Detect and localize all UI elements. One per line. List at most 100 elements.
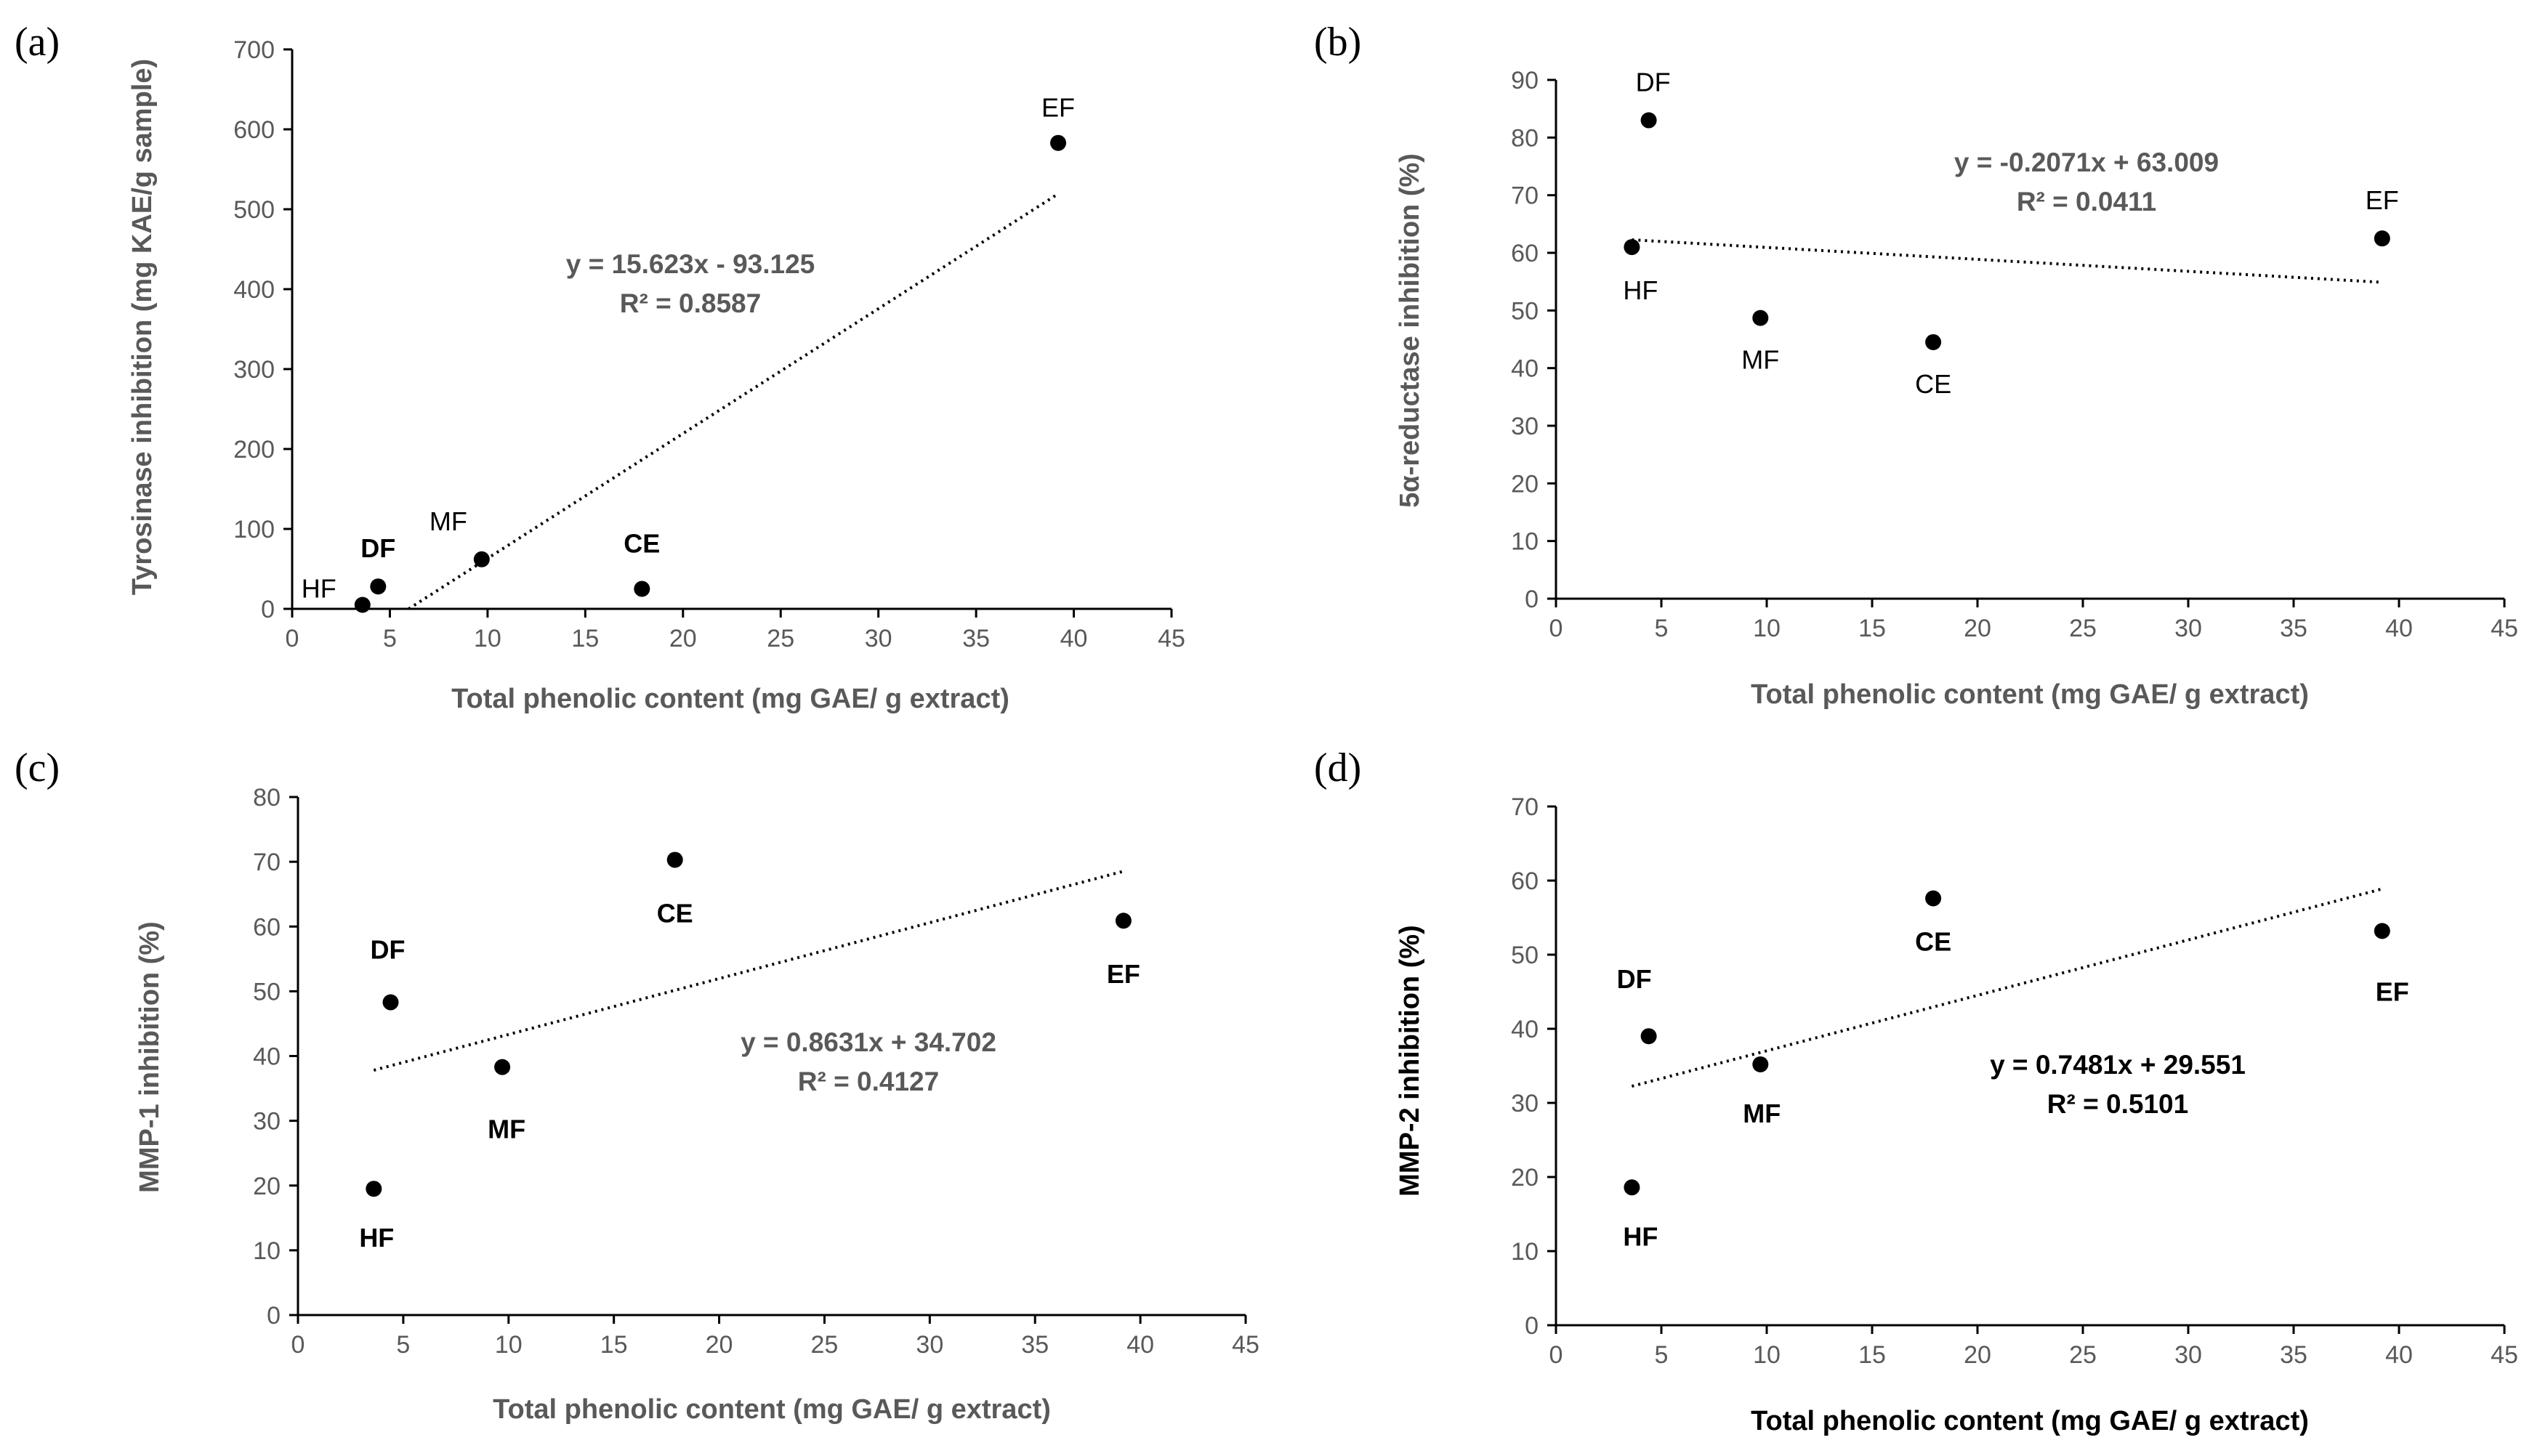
point-label-mf: MF bbox=[1741, 345, 1779, 375]
x-tick-label: 45 bbox=[1232, 1331, 1259, 1359]
y-tick-label: 0 bbox=[267, 1302, 281, 1330]
r-squared-label: R² = 0.8587 bbox=[620, 288, 761, 318]
y-tick-label: 400 bbox=[233, 276, 275, 304]
y-tick-label: 0 bbox=[1525, 1312, 1539, 1340]
y-tick-label: 500 bbox=[233, 196, 275, 224]
x-axis-title: Total phenolic content (mg GAE/ g extrac… bbox=[493, 1394, 1051, 1425]
point-label-mf: MF bbox=[488, 1115, 525, 1144]
y-tick-label: 700 bbox=[233, 36, 275, 64]
y-tick-label: 30 bbox=[253, 1108, 281, 1136]
point-label-ef: EF bbox=[1107, 959, 1140, 989]
data-point-hf bbox=[354, 596, 371, 613]
x-tick-label: 15 bbox=[1858, 615, 1886, 642]
y-tick-label: 40 bbox=[1511, 1016, 1539, 1043]
data-point-df bbox=[370, 578, 387, 595]
data-point-mf bbox=[1752, 1056, 1769, 1072]
y-tick-label: 40 bbox=[253, 1043, 281, 1071]
chart-panel-d: (d) 0 5 10 15 20 25 30 35 40 45 0 10 20 30 40 50 60 70 Tota… bbox=[1314, 745, 2518, 1436]
panel-letter: (c) bbox=[15, 745, 60, 790]
x-tick-label: 10 bbox=[474, 625, 501, 652]
chart-panel-b: (b) 0 5 10 15 20 25 30 35 40 45 0 10 20 30 40 50 60 70 80 90… bbox=[1314, 20, 2518, 710]
data-point-ce bbox=[1925, 333, 1942, 350]
point-label-ce: CE bbox=[657, 898, 693, 928]
point-label-df: DF bbox=[1617, 964, 1652, 994]
x-tick-label: 35 bbox=[2280, 615, 2307, 642]
y-tick-label: 20 bbox=[253, 1173, 281, 1200]
y-tick-label: 40 bbox=[1511, 355, 1539, 383]
y-axis-title: MMP-2 inhibition (%) bbox=[1395, 925, 1425, 1197]
y-tick-label: 200 bbox=[233, 436, 275, 464]
y-axis-title: 5α-reductase inhibition (%) bbox=[1395, 153, 1425, 508]
point-label-ef: EF bbox=[2366, 185, 2399, 215]
point-label-ce: CE bbox=[1915, 369, 1951, 399]
x-tick-label: 35 bbox=[2280, 1341, 2307, 1369]
y-axis-title: MMP-1 inhibition (%) bbox=[134, 921, 165, 1193]
x-tick-label: 0 bbox=[1549, 1341, 1563, 1369]
y-tick-label: 10 bbox=[253, 1237, 281, 1265]
x-tick-label: 25 bbox=[811, 1331, 839, 1359]
data-point-ce bbox=[1925, 890, 1942, 907]
point-label-hf: HF bbox=[302, 574, 336, 604]
y-tick-label: 80 bbox=[1511, 124, 1539, 152]
x-tick-label: 35 bbox=[962, 625, 990, 652]
y-tick-label: 50 bbox=[253, 978, 281, 1006]
data-point-df bbox=[382, 994, 399, 1011]
point-label-ce: CE bbox=[1915, 926, 1951, 956]
data-point-ef bbox=[1115, 913, 1132, 929]
data-point-df bbox=[1640, 112, 1657, 129]
x-tick-label: 0 bbox=[286, 625, 299, 652]
data-point-ce bbox=[634, 581, 650, 597]
r-squared-label: R² = 0.0411 bbox=[2017, 187, 2156, 217]
data-point-ef bbox=[2374, 230, 2390, 247]
y-tick-label: 70 bbox=[1511, 182, 1539, 210]
data-point-ef bbox=[1050, 134, 1067, 151]
point-label-df: DF bbox=[360, 533, 395, 563]
y-tick-label: 300 bbox=[233, 356, 275, 384]
data-point-ef bbox=[2374, 923, 2390, 939]
x-tick-label: 5 bbox=[1655, 615, 1669, 642]
panel-letter: (b) bbox=[1314, 20, 1361, 65]
data-point-mf bbox=[473, 551, 490, 567]
trend-equation: y = -0.2071x + 63.009 bbox=[1954, 147, 2219, 177]
point-label-hf: HF bbox=[359, 1223, 394, 1253]
x-tick-label: 30 bbox=[865, 625, 892, 652]
y-tick-label: 30 bbox=[1511, 1090, 1539, 1117]
x-tick-label: 20 bbox=[706, 1331, 733, 1359]
x-tick-label: 10 bbox=[1753, 1341, 1781, 1369]
x-tick-label: 40 bbox=[2385, 615, 2413, 642]
y-axis-title: Tyrosinase inhibition (mg KAE/g sample) bbox=[127, 59, 158, 595]
x-tick-label: 5 bbox=[396, 1331, 410, 1359]
x-tick-label: 0 bbox=[291, 1331, 305, 1359]
data-point-mf bbox=[1752, 310, 1769, 326]
point-label-ef: EF bbox=[1041, 93, 1075, 123]
trendline bbox=[1631, 887, 2383, 1088]
r-squared-label: R² = 0.5101 bbox=[2047, 1089, 2188, 1119]
x-tick-label: 40 bbox=[1060, 625, 1088, 652]
x-tick-label: 45 bbox=[1158, 625, 1185, 652]
y-tick-label: 50 bbox=[1511, 297, 1539, 325]
point-label-ce: CE bbox=[624, 529, 660, 559]
y-tick-label: 50 bbox=[1511, 942, 1539, 969]
y-tick-label: 0 bbox=[261, 596, 275, 623]
x-tick-label: 45 bbox=[2491, 615, 2518, 642]
chart-panel-c: (c) 0 5 10 15 20 25 30 35 40 45 0 10 20 30 40 50 60 70 80 To… bbox=[15, 745, 1259, 1425]
trendline bbox=[408, 193, 1060, 610]
data-point-hf bbox=[366, 1181, 382, 1197]
x-tick-label: 20 bbox=[1964, 615, 1991, 642]
point-label-df: DF bbox=[1636, 68, 1671, 97]
point-label-mf: MF bbox=[1743, 1099, 1781, 1128]
x-tick-label: 10 bbox=[495, 1331, 523, 1359]
data-point-df bbox=[1640, 1028, 1657, 1045]
data-point-mf bbox=[494, 1059, 511, 1075]
x-tick-label: 15 bbox=[600, 1331, 628, 1359]
point-label-mf: MF bbox=[430, 506, 467, 536]
x-tick-label: 45 bbox=[2491, 1341, 2518, 1369]
data-point-hf bbox=[1624, 239, 1640, 256]
x-axis-title: Total phenolic content (mg GAE/ g extrac… bbox=[1751, 1406, 2309, 1436]
x-tick-label: 5 bbox=[1655, 1341, 1669, 1369]
x-tick-label: 15 bbox=[571, 625, 599, 652]
x-tick-label: 0 bbox=[1549, 615, 1563, 642]
trend-equation: y = 0.8631x + 34.702 bbox=[741, 1027, 996, 1057]
r-squared-label: R² = 0.4127 bbox=[798, 1067, 939, 1096]
